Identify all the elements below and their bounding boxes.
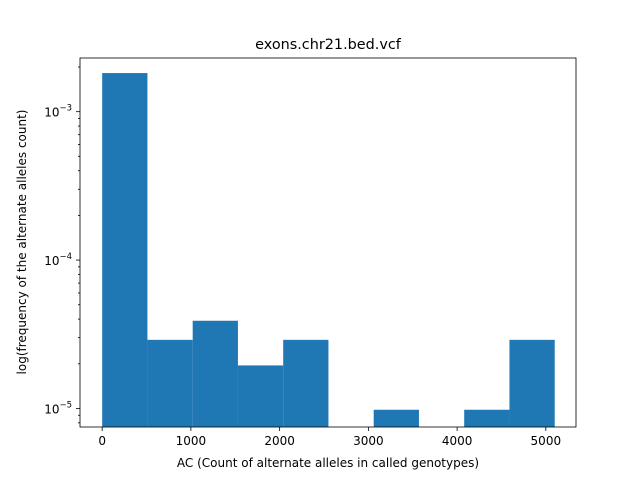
plot-frame	[79, 57, 577, 428]
histogram-bar-1	[147, 339, 193, 427]
histogram-bar-3	[237, 365, 284, 427]
histogram-bar-6	[373, 409, 419, 427]
x-tick-label: 5000	[531, 434, 562, 448]
histogram-bar-4	[283, 339, 329, 427]
x-tick-label: 4000	[442, 434, 473, 448]
x-tick-label: 1000	[176, 434, 207, 448]
x-tick-label: 2000	[264, 434, 295, 448]
histogram-bar-0	[102, 73, 148, 427]
histogram-bar-8	[464, 409, 510, 427]
histogram-bar-9	[509, 339, 555, 427]
bars-group	[102, 73, 555, 427]
x-tick-label: 3000	[353, 434, 384, 448]
x-axis-ticks: 0 1000 2000 3000 4000 5000	[98, 427, 561, 448]
x-axis-label: AC (Count of alternate alleles in called…	[177, 456, 479, 470]
chart-title: exons.chr21.bed.vcf	[255, 37, 402, 53]
y-tick-label: 10−5	[44, 400, 72, 416]
y-axis-label: log(frequency of the alternate alleles c…	[15, 110, 29, 375]
y-tick-label: 10−3	[44, 104, 72, 120]
y-axis-ticks: 10−5 10−4 10−3	[44, 66, 80, 424]
x-tick-label: 0	[98, 434, 106, 448]
y-tick-label: 10−4	[44, 252, 72, 268]
histogram-bar-2	[192, 320, 238, 427]
